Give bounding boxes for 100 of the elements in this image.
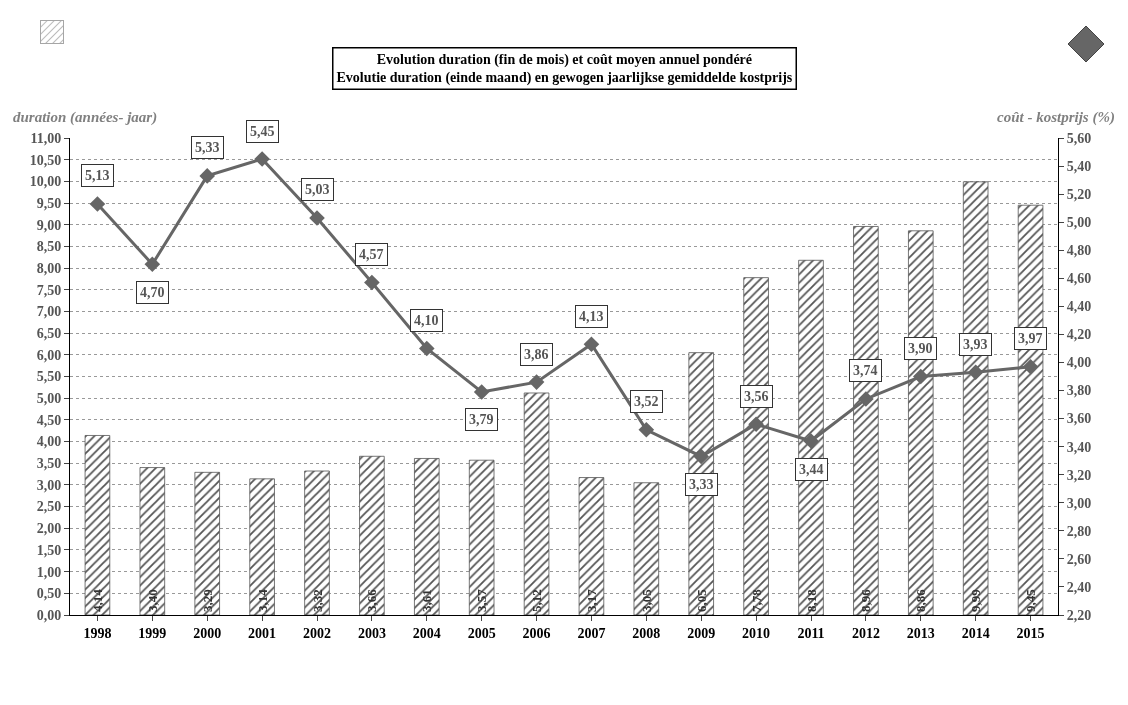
bar [359, 455, 385, 615]
y-tick-label: 8,50 [36, 239, 62, 255]
y2-tick-label: 4,60 [1066, 271, 1092, 287]
point [364, 274, 380, 291]
y-axis-title: duration (années- jaar) [13, 109, 158, 126]
bar [633, 482, 660, 615]
y-tick-label: 4,50 [36, 412, 62, 428]
x-tick-label: 2013 [906, 625, 935, 641]
data-label: 4,13 [579, 309, 604, 324]
y2-tick-label: 3,60 [1066, 411, 1092, 427]
bar [249, 478, 275, 615]
point [693, 448, 710, 465]
data-label: 5,45 [250, 124, 275, 139]
x-tick-label: 2003 [357, 625, 386, 641]
y-tick-label: 10,00 [29, 174, 62, 190]
data-label: 3,44 [799, 462, 824, 477]
y2-tick-label: 5,40 [1066, 158, 1092, 174]
y2-tick-label: 2,60 [1066, 551, 1092, 567]
x-tick-label: 2012 [851, 625, 880, 641]
data-label: 5,13 [85, 168, 110, 183]
point [858, 391, 874, 407]
y2-tick-label: 3,80 [1066, 383, 1092, 399]
y-tick-label: 9,50 [36, 195, 62, 211]
point [89, 196, 106, 212]
x-tick-label: 2006 [522, 625, 551, 641]
y2-tick-label: 5,00 [1066, 215, 1092, 231]
point [199, 168, 216, 184]
point [418, 340, 435, 357]
data-label: 3,33 [689, 477, 714, 492]
data-label: 6,05 [693, 588, 709, 612]
y-tick-label: 10,50 [29, 152, 62, 168]
y2-tick-label: 4,40 [1066, 299, 1092, 315]
data-label: 3,93 [963, 337, 988, 352]
y-tick-label: 3,00 [36, 477, 62, 493]
y2-tick-label: 4,00 [1066, 355, 1092, 371]
y2-tick-label: 3,00 [1066, 495, 1092, 511]
data-label: 3,66 [364, 588, 380, 612]
y2-tick-label: 5,60 [1066, 130, 1092, 146]
y2-tick-label: 2,20 [1066, 607, 1092, 623]
bar [194, 471, 220, 615]
x-tick-label: 2009 [687, 625, 716, 641]
y2-tick-label: 4,20 [1066, 327, 1092, 343]
bar [414, 458, 440, 615]
y-tick-label: 6,00 [36, 347, 62, 363]
data-label: 4,70 [140, 285, 165, 300]
bar [304, 470, 330, 615]
data-label: 3,97 [1018, 331, 1043, 346]
y2-axis-title: coût - kostprijs (%) [997, 109, 1115, 126]
data-label: 5,12 [529, 589, 545, 612]
data-label: 9,99 [968, 588, 984, 612]
data-label: 3,90 [908, 341, 933, 356]
y-tick-label: 7,00 [36, 304, 62, 320]
data-label: 3,05 [638, 588, 654, 612]
data-label: 7,78 [748, 588, 764, 612]
y2-tick-label: 3,40 [1066, 439, 1092, 455]
data-label: 3,79 [469, 412, 494, 427]
y-tick-label: 1,50 [36, 542, 62, 558]
point [748, 416, 764, 432]
point [309, 210, 325, 226]
data-label: 3,56 [744, 389, 769, 404]
data-label: 4,10 [414, 313, 439, 328]
x-tick-label: 2015 [1016, 625, 1045, 641]
data-label: 3,17 [583, 588, 599, 612]
point [583, 336, 600, 353]
x-tick-label: 2010 [742, 625, 771, 641]
y-tick-label: 6,50 [36, 326, 62, 342]
bar [468, 459, 495, 615]
y-tick-label: 3,50 [36, 456, 62, 472]
data-label: 5,33 [195, 140, 220, 155]
y-tick-label: 1,00 [36, 564, 62, 580]
y-tick-label: 9,00 [36, 217, 62, 233]
data-label: 4,14 [89, 588, 105, 612]
point [638, 422, 655, 438]
data-label: 3,14 [254, 588, 270, 612]
point [1022, 358, 1039, 375]
y-tick-label: 2,50 [36, 499, 62, 515]
point [912, 368, 929, 385]
x-tick-label: 2007 [577, 625, 606, 641]
x-tick-label: 2002 [303, 625, 331, 641]
data-label: 3,52 [634, 394, 659, 409]
y-tick-label: 0,00 [36, 607, 62, 623]
x-tick-label: 2001 [248, 625, 277, 641]
y-tick-label: 5,50 [36, 369, 62, 385]
bar [139, 467, 166, 615]
data-label: 3,32 [309, 589, 325, 612]
point [528, 374, 545, 390]
point [967, 364, 984, 381]
y2-tick-label: 3,20 [1066, 467, 1092, 483]
point [254, 151, 270, 167]
data-label: 8,96 [858, 588, 874, 612]
x-tick-label: 2014 [961, 625, 990, 641]
data-label: 3,86 [524, 347, 549, 362]
data-label: 3,57 [474, 588, 490, 612]
y-tick-label: 7,50 [36, 282, 62, 298]
y2-tick-label: 2,40 [1066, 579, 1092, 595]
x-tick-label: 2000 [193, 625, 222, 641]
data-label: 9,45 [1023, 588, 1039, 612]
y-tick-label: 5,00 [36, 391, 62, 407]
y2-tick-label: 2,80 [1066, 523, 1092, 539]
x-tick-label: 1998 [83, 625, 112, 641]
